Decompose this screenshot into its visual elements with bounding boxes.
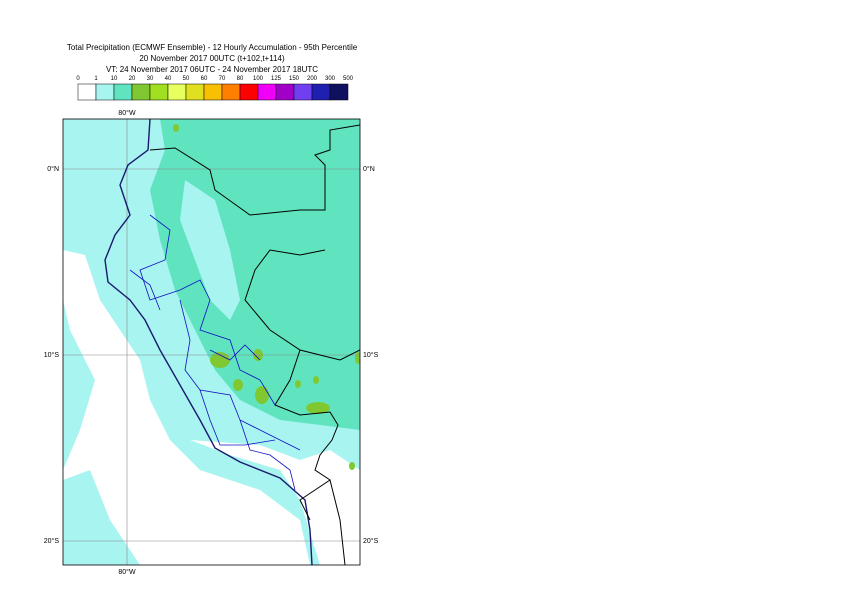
lon-label: 80°W [118, 568, 136, 576]
legend-label: 300 [325, 76, 336, 82]
legend-label: 60 [201, 76, 208, 82]
legend-swatch [131, 83, 151, 101]
legend-swatch [329, 83, 349, 101]
legend-label: 0 [76, 76, 80, 82]
lat-label: 10°S [44, 351, 60, 359]
title-line: Total Precipitation (ECMWF Ensemble) - 1… [67, 43, 358, 52]
legend-swatch [311, 83, 331, 101]
legend-label: 500 [343, 76, 354, 82]
legend-swatch [185, 83, 205, 101]
lat-label: 20°S [363, 537, 379, 545]
legend: 0 1 10 20 30 40 50 60 70 80 100 125 150 200 300 500 [76, 76, 354, 101]
country-border [149, 124, 360, 565]
lat-label: 10°S [363, 351, 379, 359]
lat-label: 0°N [363, 165, 375, 173]
legend-swatch [167, 83, 187, 101]
legend-swatch [221, 83, 241, 101]
map [63, 119, 360, 565]
precip-field [180, 180, 240, 320]
legend-label: 70 [219, 76, 226, 82]
legend-label: 200 [307, 76, 318, 82]
legend-swatch [95, 83, 115, 101]
legend-label: 100 [253, 76, 264, 82]
legend-swatch [113, 83, 133, 101]
lat-label: 0°N [47, 165, 59, 173]
lon-label: 80°W [118, 109, 136, 117]
map-frame [62, 118, 361, 566]
legend-label: 1 [94, 76, 98, 82]
region-border [129, 214, 301, 491]
legend-label: 40 [165, 76, 172, 82]
legend-label: 30 [147, 76, 154, 82]
legend-swatch [257, 83, 277, 101]
legend-label: 50 [183, 76, 190, 82]
legend-swatch [77, 83, 97, 101]
coastline [104, 119, 313, 565]
legend-label: 10 [111, 76, 118, 82]
legend-swatch [275, 83, 295, 101]
lat-label: 20°S [44, 537, 60, 545]
legend-label: 125 [271, 76, 282, 82]
title-line: 20 November 2017 00UTC (t+102,t+114) [139, 54, 285, 63]
title-line: VT: 24 November 2017 06UTC - 24 November… [106, 65, 318, 74]
legend-label: 20 [129, 76, 136, 82]
legend-label: 150 [289, 76, 300, 82]
legend-swatch [293, 83, 313, 101]
legend-swatch [203, 83, 223, 101]
legend-swatch [149, 83, 169, 101]
heavy-precip [173, 124, 360, 470]
dry-area [63, 250, 310, 565]
legend-label: 80 [237, 76, 244, 82]
legend-swatch [239, 83, 259, 101]
